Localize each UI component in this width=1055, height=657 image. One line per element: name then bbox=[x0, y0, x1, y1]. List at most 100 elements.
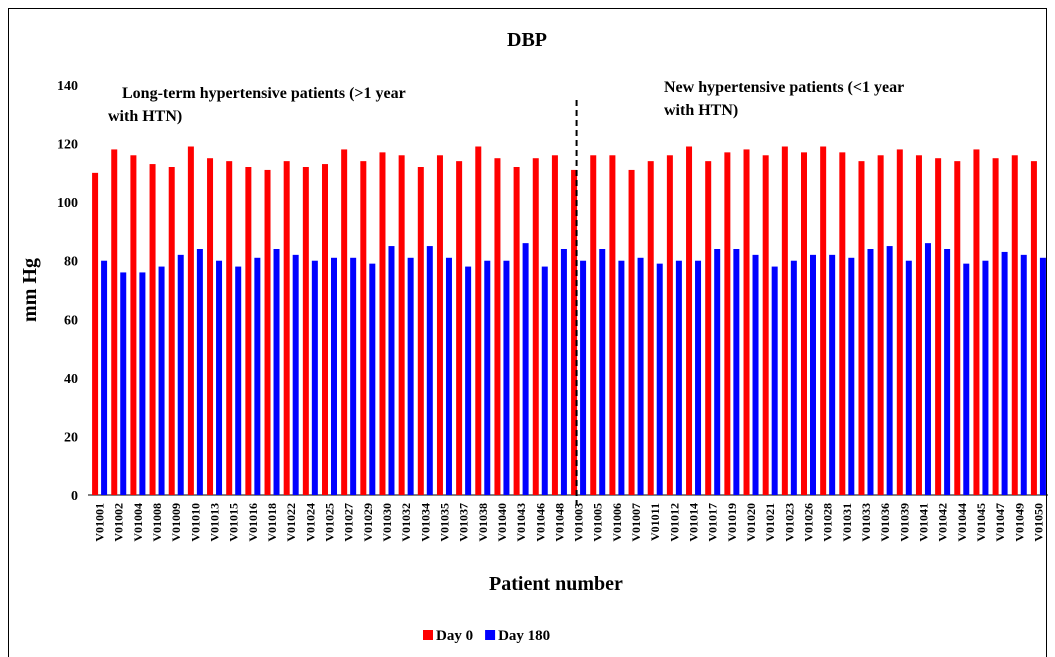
x-tick-label: V01002 bbox=[112, 503, 126, 542]
bar bbox=[790, 260, 797, 495]
bar bbox=[245, 167, 252, 495]
bar bbox=[130, 155, 137, 496]
bar bbox=[666, 155, 673, 496]
bar bbox=[503, 260, 510, 495]
x-tick-label: V01006 bbox=[610, 503, 624, 542]
bar bbox=[207, 158, 214, 495]
bar bbox=[532, 158, 539, 495]
x-axis-label: Patient number bbox=[489, 573, 623, 595]
bar bbox=[445, 257, 452, 495]
legend-label: Day 0 bbox=[436, 628, 473, 644]
x-tick-label: V01024 bbox=[303, 503, 317, 542]
bar bbox=[637, 257, 644, 495]
bar bbox=[762, 155, 769, 496]
bar bbox=[839, 152, 846, 495]
bar bbox=[283, 161, 290, 495]
bar bbox=[886, 246, 893, 495]
bar bbox=[475, 146, 482, 495]
x-tick-label: V01021 bbox=[763, 503, 777, 542]
bar bbox=[781, 146, 788, 495]
x-tick-label: V01004 bbox=[131, 503, 145, 542]
x-tick-label: V01049 bbox=[1012, 503, 1026, 542]
bar bbox=[963, 263, 970, 495]
x-tick-label: V01020 bbox=[744, 503, 758, 542]
bar bbox=[973, 149, 980, 495]
bar bbox=[426, 246, 433, 495]
x-tick-label: V01010 bbox=[188, 503, 202, 542]
bar bbox=[560, 249, 567, 495]
y-tick-label: 40 bbox=[64, 372, 78, 387]
x-tick-label: V01041 bbox=[916, 503, 930, 542]
bar bbox=[341, 149, 348, 495]
x-tick-label: V01038 bbox=[476, 503, 490, 542]
bar bbox=[571, 169, 578, 495]
bar bbox=[580, 260, 587, 495]
y-tick-label: 80 bbox=[64, 255, 78, 270]
x-tick-label: V01036 bbox=[878, 503, 892, 542]
x-tick-label: V01034 bbox=[418, 503, 432, 542]
x-tick-label: V01014 bbox=[687, 503, 701, 542]
bar bbox=[494, 158, 501, 495]
bar bbox=[417, 167, 424, 495]
bar bbox=[609, 155, 616, 496]
bar bbox=[149, 164, 156, 496]
bar bbox=[379, 152, 386, 495]
x-tick-label: V01001 bbox=[93, 503, 107, 542]
bar bbox=[743, 149, 750, 495]
bar bbox=[733, 249, 740, 495]
x-tick-label: V01044 bbox=[955, 503, 969, 542]
chart-border bbox=[8, 8, 1047, 657]
bar bbox=[302, 167, 309, 495]
bar bbox=[484, 260, 491, 495]
y-tick-label: 20 bbox=[64, 430, 78, 445]
bar bbox=[177, 254, 184, 495]
bar bbox=[944, 249, 951, 495]
bar bbox=[139, 272, 146, 495]
chart-title: DBP bbox=[507, 29, 547, 51]
bar bbox=[771, 266, 778, 495]
x-tick-label: V01047 bbox=[993, 503, 1007, 542]
x-tick-label: V01027 bbox=[342, 503, 356, 542]
bar bbox=[896, 149, 903, 495]
bar bbox=[350, 257, 357, 495]
x-tick-label: V01003 bbox=[572, 503, 586, 542]
bar bbox=[628, 169, 635, 495]
bar bbox=[752, 254, 759, 495]
bar bbox=[618, 260, 625, 495]
x-tick-label: V01023 bbox=[782, 503, 796, 542]
y-tick-label: 140 bbox=[57, 79, 78, 94]
bar bbox=[647, 161, 654, 495]
x-tick-label: V01007 bbox=[629, 503, 643, 542]
bar bbox=[848, 257, 855, 495]
bar bbox=[398, 155, 405, 496]
bar bbox=[360, 161, 367, 495]
bar bbox=[820, 146, 827, 495]
bar bbox=[656, 263, 663, 495]
x-tick-label: V01031 bbox=[840, 503, 854, 542]
bar bbox=[877, 155, 884, 496]
bar bbox=[935, 158, 942, 495]
bar bbox=[695, 260, 702, 495]
bar bbox=[522, 243, 529, 495]
x-tick-label: V01035 bbox=[437, 503, 451, 542]
bar bbox=[168, 167, 175, 495]
x-tick-label: V01005 bbox=[591, 503, 605, 542]
x-tick-label: V01013 bbox=[208, 503, 222, 542]
annotation: Long-term hypertensive patients (>1 year bbox=[122, 85, 406, 102]
bar bbox=[982, 260, 989, 495]
x-tick-label: V01008 bbox=[150, 503, 164, 542]
legend-label: Day 180 bbox=[498, 628, 550, 644]
bar bbox=[924, 243, 931, 495]
y-tick-label: 120 bbox=[57, 138, 78, 153]
x-tick-label: V01030 bbox=[380, 503, 394, 542]
bar bbox=[867, 249, 874, 495]
bar bbox=[465, 266, 472, 495]
bar bbox=[322, 164, 328, 496]
bar bbox=[724, 152, 731, 495]
bar bbox=[120, 272, 127, 495]
bar bbox=[216, 260, 223, 495]
x-tick-label: V01029 bbox=[361, 503, 375, 542]
bar bbox=[331, 257, 337, 495]
x-tick-label: V01015 bbox=[227, 503, 241, 542]
